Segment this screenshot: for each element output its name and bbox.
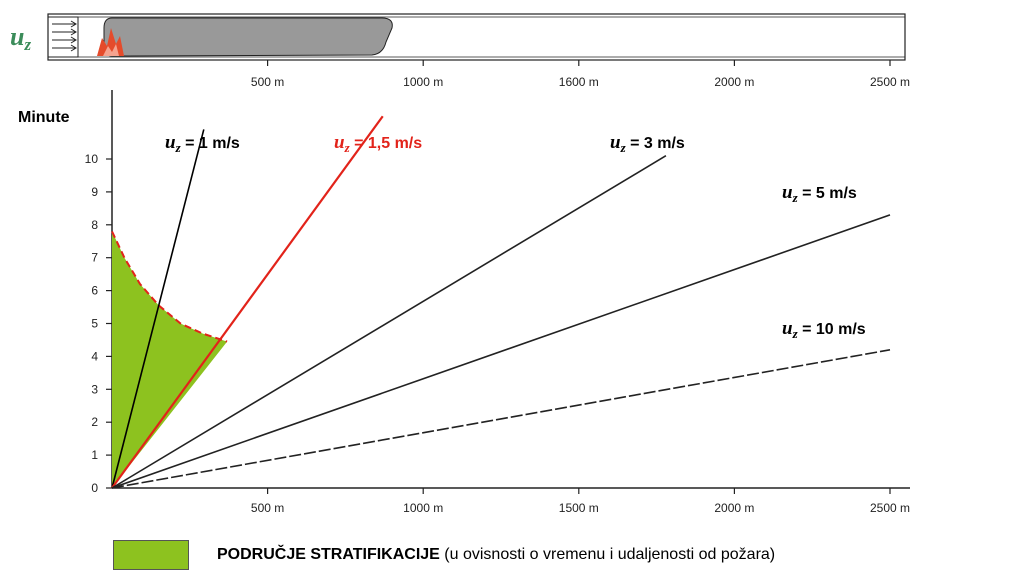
series-line-4 [111,214,891,489]
series-line-2 [111,115,384,489]
label-10ms: uz = 10 m/s [782,318,866,341]
tunnel-diagram: uz 500 m 1000 m 1600 m 2000 m 2500 m [10,13,910,89]
y-tick-label: 4 [91,349,98,363]
label-1ms: uz = 1 m/s [165,132,240,155]
top-tick-label: 2500 m [870,75,910,89]
x-tick-label: 2500 m [870,501,910,515]
series-line-1 [111,129,205,489]
x-tick-label: 2000 m [714,501,754,515]
series-line-3 [111,155,667,489]
fire-icon [97,28,124,56]
legend-text: PODRUČJE STRATIFIKACIJE (u ovisnosti o v… [217,546,775,564]
series-lines [111,115,891,489]
y-tick-label: 7 [91,251,98,265]
label-5ms: uz = 5 m/s [782,182,857,205]
tunnel-uz-label: uz [10,22,31,54]
top-tick-label: 2000 m [714,75,754,89]
y-tick-label: 6 [91,284,98,298]
stratification-fill [112,231,228,488]
y-ticks: 0 1 2 3 4 5 6 7 8 9 10 [85,152,112,495]
y-tick-label: 5 [91,317,98,331]
x-tick-label: 1000 m [403,501,443,515]
y-tick-label: 3 [91,382,98,396]
label-3ms: uz = 3 m/s [610,132,685,155]
y-tick-label: 9 [91,185,98,199]
legend-title: PODRUČJE STRATIFIKACIJE [217,546,440,563]
x-tick-label: 1500 m [559,501,599,515]
top-tick-label: 500 m [251,75,284,89]
top-tick-label: 1000 m [403,75,443,89]
smoke-cloud [103,17,393,57]
y-tick-label: 0 [91,481,98,495]
y-tick-label: 8 [91,218,98,232]
x-tick-label: 500 m [251,501,284,515]
series-line-5 [111,349,891,489]
top-scale-ticks: 500 m 1000 m 1600 m 2000 m 2500 m [251,60,910,89]
y-tick-label: 1 [91,448,98,462]
x-ticks: 500 m 1000 m 1500 m 2000 m 2500 m [251,488,910,515]
label-1-5ms: uz = 1,5 m/s [334,132,422,155]
legend-description: (u ovisnosti o vremenu i udaljenosti od … [439,546,776,563]
legend: PODRUČJE STRATIFIKACIJE (u ovisnosti o v… [113,540,775,570]
legend-swatch [113,540,189,570]
fan-icon [47,16,79,58]
y-tick-label: 2 [91,415,98,429]
stratification-region [111,230,228,488]
y-tick-label: 10 [85,152,99,166]
top-tick-label: 1600 m [559,75,599,89]
y-axis-title: Minute [18,109,70,126]
